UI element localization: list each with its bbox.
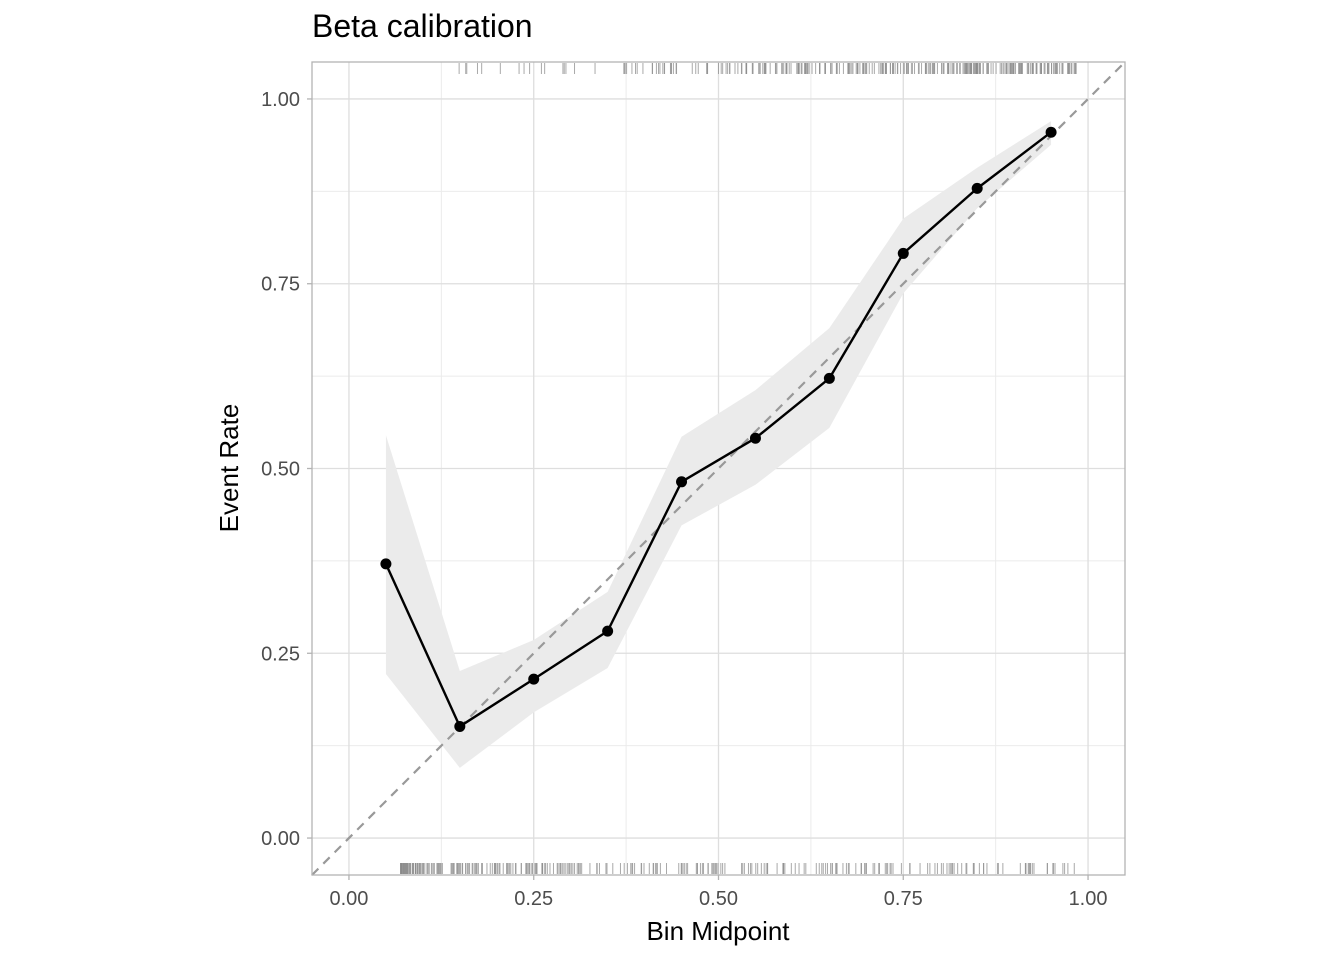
x-tick-label: 0.75 bbox=[884, 888, 923, 910]
y-axis-ticks: 0.00 0.25 0.50 0.75 1.00 bbox=[261, 89, 312, 850]
series-points-layer bbox=[380, 126, 1057, 732]
series-line-layer bbox=[384, 131, 1052, 728]
x-axis-title: Bin Midpoint bbox=[646, 916, 790, 946]
chart-title: Beta calibration bbox=[312, 8, 533, 44]
x-tick-label: 0.50 bbox=[699, 888, 738, 910]
data-point bbox=[454, 720, 466, 732]
data-point bbox=[602, 625, 614, 637]
x-tick-label: 1.00 bbox=[1069, 888, 1108, 910]
data-point bbox=[380, 558, 392, 570]
data-point bbox=[528, 673, 540, 685]
y-tick-label: 0.00 bbox=[261, 828, 300, 850]
y-axis-title: Event Rate bbox=[214, 404, 244, 533]
data-point bbox=[971, 182, 983, 194]
data-point bbox=[749, 432, 761, 444]
rug-layer bbox=[400, 63, 1077, 874]
y-tick-label: 0.50 bbox=[261, 459, 300, 481]
data-point bbox=[897, 247, 909, 259]
data-point bbox=[823, 372, 835, 384]
series-line bbox=[384, 131, 1052, 728]
y-tick-label: 1.00 bbox=[261, 89, 300, 111]
y-tick-label: 0.75 bbox=[261, 274, 300, 296]
x-tick-label: 0.00 bbox=[329, 888, 368, 910]
x-tick-label: 0.25 bbox=[514, 888, 553, 910]
data-point bbox=[1045, 126, 1057, 138]
y-tick-label: 0.25 bbox=[261, 643, 300, 665]
data-point bbox=[676, 476, 688, 488]
x-axis-ticks: 0.00 0.25 0.50 0.75 1.00 bbox=[329, 875, 1108, 910]
